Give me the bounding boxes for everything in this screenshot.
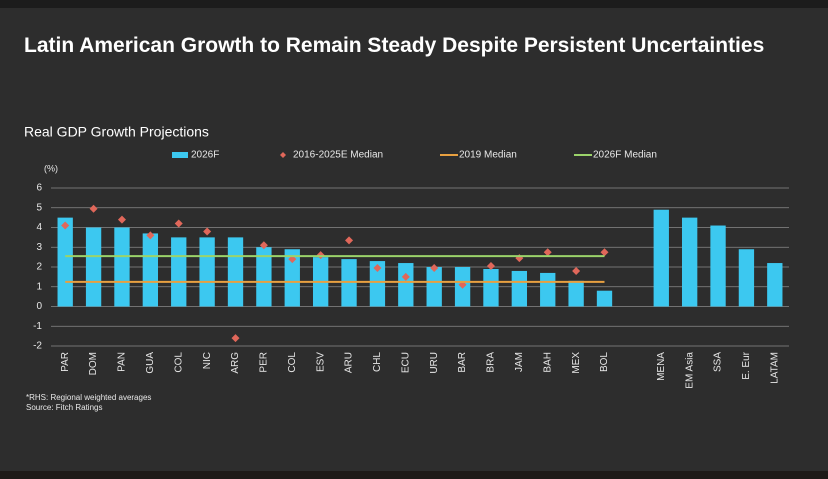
diamond-marker — [486, 262, 495, 271]
x-tick-label: URU — [429, 352, 440, 374]
title-line: Latin American Growth to Remain Steady D… — [24, 34, 764, 57]
bar — [256, 247, 272, 307]
diamond-marker — [203, 227, 212, 236]
x-tick-label: SSA — [713, 352, 724, 372]
x-tick-label: PER — [259, 352, 270, 373]
x-tick-label: DOM — [88, 352, 99, 375]
bottom-strip — [0, 471, 828, 479]
diamond-marker — [345, 236, 354, 245]
bar — [142, 233, 159, 307]
x-tick-label: ARG — [230, 352, 241, 374]
diamond-marker — [117, 215, 126, 224]
x-tick-label: CHL — [372, 352, 383, 372]
legend-label: 2026F Median — [593, 150, 657, 161]
y-tick-label: -2 — [33, 341, 42, 352]
x-tick-label: E. Eur — [741, 351, 752, 379]
bar — [426, 267, 442, 307]
bar — [483, 268, 499, 307]
chart-title: Latin American Growth to Remain Steady D… — [24, 34, 764, 57]
note: *RHS: Regional weighted averages — [26, 393, 151, 402]
diamond-marker — [373, 263, 382, 272]
diamond-marker — [174, 219, 183, 228]
bar — [85, 227, 102, 307]
bar — [199, 237, 215, 307]
diamond-marker — [600, 248, 609, 257]
bar — [227, 237, 244, 307]
diamond-marker — [401, 272, 410, 281]
bar — [653, 209, 669, 307]
x-tick-label: BOL — [599, 352, 610, 372]
y-tick-label: 6 — [36, 183, 42, 194]
bar — [114, 227, 130, 307]
bar — [57, 217, 73, 307]
diamond-marker — [146, 231, 155, 240]
x-tick-label: EM Asia — [684, 352, 695, 389]
diamond-marker — [259, 241, 268, 250]
bar — [171, 237, 187, 307]
note: Source: Fitch Ratings — [26, 403, 102, 412]
y-axis-label: (%) — [44, 163, 58, 173]
diamond-marker — [61, 221, 70, 230]
x-tick-label: BRA — [486, 352, 497, 373]
diamond-marker — [515, 254, 524, 263]
x-tick-label: MENA — [656, 352, 667, 381]
x-tick-label: BAH — [542, 352, 553, 373]
x-tick-label: NIC — [202, 352, 213, 369]
diamond-marker — [231, 334, 240, 343]
y-tick-label: 3 — [36, 242, 42, 253]
bar — [284, 249, 300, 307]
x-tick-label: ECU — [400, 352, 411, 373]
x-tick-label: PAN — [117, 352, 128, 372]
legend-swatch — [280, 152, 286, 158]
legend-label: 2016-2025E Median — [293, 150, 383, 161]
y-tick-label: 1 — [36, 281, 42, 292]
diamond-marker — [430, 263, 439, 272]
bar — [398, 263, 414, 307]
diamond-marker — [543, 248, 552, 257]
x-tick-label: ESV — [315, 352, 326, 372]
bar — [681, 217, 698, 307]
bar — [511, 270, 528, 307]
bar — [767, 263, 783, 307]
x-tick-label: GUA — [145, 352, 156, 374]
top-strip — [0, 0, 828, 8]
x-tick-label: COL — [287, 352, 298, 373]
bar — [568, 280, 584, 307]
legend-label: 2019 Median — [459, 150, 517, 161]
bar — [540, 272, 556, 307]
bar — [710, 225, 726, 307]
x-tick-label: BAR — [457, 352, 468, 373]
bar — [596, 290, 613, 307]
x-tick-label: MEX — [571, 352, 582, 374]
legend-swatch — [172, 152, 188, 158]
x-tick-label: PAR — [60, 352, 71, 372]
y-tick-label: 4 — [36, 222, 42, 233]
y-tick-label: 5 — [36, 202, 42, 213]
x-tick-label: JAM — [514, 352, 525, 372]
y-tick-label: 0 — [36, 301, 42, 312]
x-tick-label: LATAM — [769, 352, 780, 384]
x-tick-label: COL — [173, 352, 184, 373]
bar — [738, 249, 755, 307]
y-tick-label: 2 — [36, 262, 42, 273]
y-tick-label: -1 — [33, 321, 42, 332]
chart-subtitle: Real GDP Growth Projections — [24, 124, 209, 140]
diamond-marker — [572, 266, 581, 275]
diamond-marker — [89, 204, 98, 213]
legend-label: 2026F — [191, 150, 219, 161]
x-tick-label: ARU — [344, 352, 355, 373]
bar — [369, 261, 386, 307]
